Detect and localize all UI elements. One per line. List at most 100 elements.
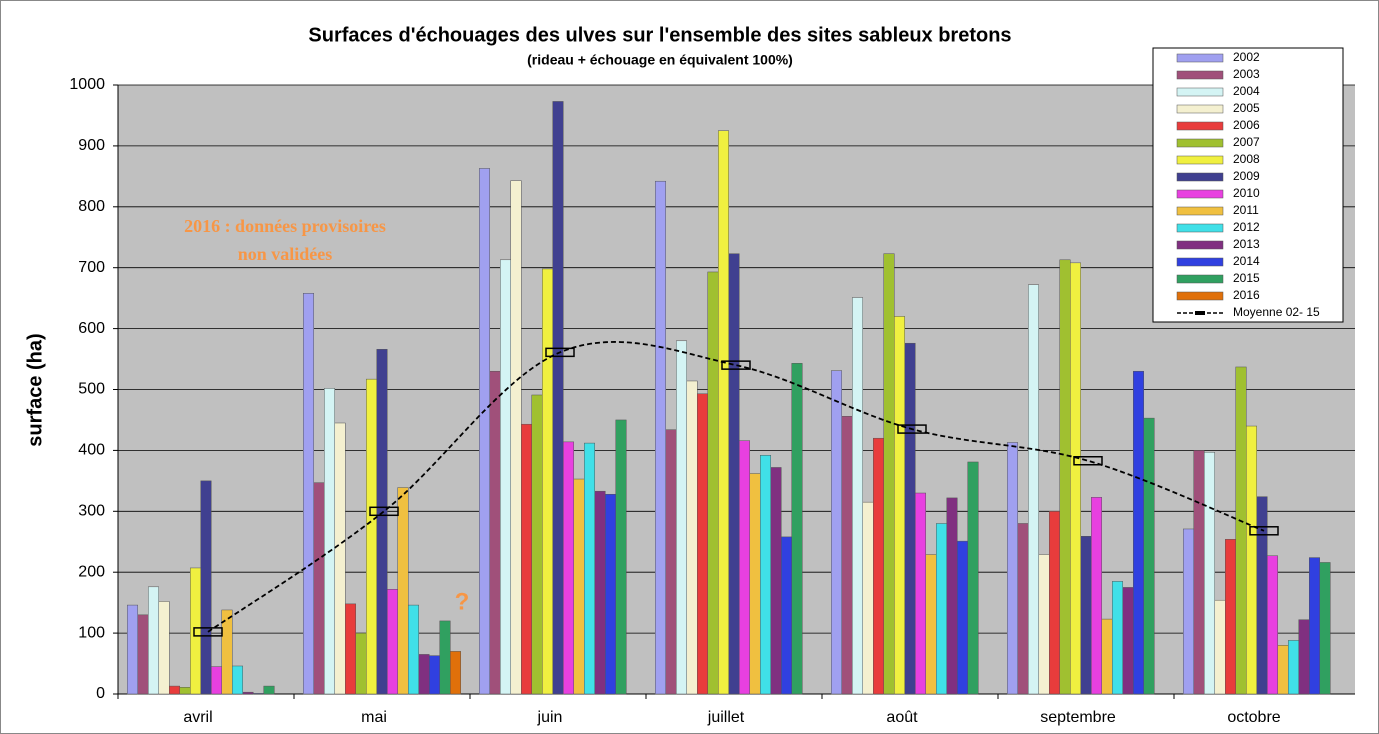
bar <box>936 523 947 695</box>
bar <box>253 693 264 695</box>
legend-label: 2002 <box>1233 50 1260 64</box>
y-tick-label: 300 <box>78 503 105 520</box>
legend-swatch <box>1176 189 1224 199</box>
x-tick-label: juillet <box>707 709 745 726</box>
chart-title: Surfaces d'échouages des ulves sur l'ens… <box>308 24 1011 46</box>
legend-swatch <box>1176 138 1224 148</box>
legend-swatch <box>1176 155 1224 165</box>
bar <box>1028 284 1039 695</box>
average-marker <box>545 347 575 358</box>
bar <box>676 340 687 695</box>
legend-marker <box>1195 311 1205 315</box>
chart-subtitle: (rideau + échouage en équivalent 100%) <box>527 52 793 68</box>
bar <box>397 487 409 695</box>
bar <box>894 316 905 695</box>
y-tick-label: 100 <box>78 624 105 641</box>
average-marker <box>369 506 399 517</box>
legend-swatch <box>1176 291 1224 301</box>
legend-label: Moyenne 02- 15 <box>1233 305 1320 319</box>
bar <box>1204 451 1215 695</box>
bar <box>655 180 666 695</box>
y-tick-label: 400 <box>78 442 105 459</box>
bar <box>852 297 863 695</box>
bar <box>158 601 170 695</box>
annotation: non validées <box>238 244 333 264</box>
bar <box>594 490 606 695</box>
bar <box>1017 523 1029 695</box>
legend-label: 2011 <box>1233 203 1259 217</box>
bar <box>615 419 627 695</box>
bar <box>831 370 842 695</box>
y-tick-label: 600 <box>78 320 105 337</box>
bar <box>1225 539 1236 695</box>
y-tick-label: 800 <box>78 198 105 215</box>
bar <box>429 655 440 695</box>
legend: 2002 2003 2004 2005 2006 2007 2008 2009 2010 2011… <box>1152 47 1344 323</box>
bar <box>1277 645 1289 695</box>
bar <box>957 540 968 695</box>
y-axis-label: surface (ha) <box>24 333 46 446</box>
bar <box>915 492 926 695</box>
bar <box>1193 450 1205 695</box>
bar <box>967 461 979 695</box>
bar <box>221 609 233 695</box>
x-tick-label: septembre <box>1040 709 1116 726</box>
legend-label: 2015 <box>1233 271 1260 285</box>
legend-swatch <box>1176 104 1224 114</box>
bar <box>127 604 138 695</box>
bar <box>190 567 201 695</box>
average-marker <box>1249 526 1279 536</box>
bar <box>232 665 243 695</box>
bar <box>179 687 191 695</box>
bar <box>531 394 543 695</box>
bar <box>387 589 398 695</box>
y-tick-label: 200 <box>78 563 105 580</box>
bar <box>1101 618 1113 695</box>
legend-label: 2009 <box>1233 169 1260 183</box>
bar <box>883 253 895 695</box>
bar <box>313 482 325 695</box>
x-tick-label: octobre <box>1227 709 1280 726</box>
average-marker <box>721 360 751 370</box>
bar <box>1133 370 1144 695</box>
bar <box>1091 497 1102 695</box>
bar <box>739 440 750 695</box>
bar <box>489 370 501 695</box>
bar <box>366 378 377 695</box>
bar <box>1112 581 1123 695</box>
legend-label: 2006 <box>1233 118 1260 132</box>
bar <box>1038 554 1050 695</box>
bar <box>418 654 430 695</box>
bar <box>573 478 585 695</box>
bar <box>1049 511 1060 695</box>
legend-label: 2013 <box>1233 237 1260 251</box>
legend-label: 2007 <box>1233 135 1260 149</box>
bar <box>749 473 761 695</box>
bar <box>345 603 356 695</box>
legend-label: 2016 <box>1233 288 1260 302</box>
bar <box>1288 640 1299 695</box>
bar <box>873 437 884 695</box>
average-marker <box>193 627 223 637</box>
bar <box>760 455 771 695</box>
legend-label: 2008 <box>1233 152 1260 166</box>
bar <box>376 349 388 695</box>
legend-swatch <box>1176 172 1224 182</box>
bar <box>148 586 159 695</box>
bar <box>521 423 532 695</box>
bar <box>542 268 553 695</box>
bar <box>605 493 616 695</box>
bar <box>728 253 740 695</box>
bar <box>946 497 958 695</box>
bar <box>408 604 419 695</box>
bar <box>1267 555 1278 695</box>
average-marker <box>1073 456 1103 466</box>
bar <box>1298 619 1310 695</box>
bar <box>1246 425 1257 695</box>
x-tick-label: juin <box>537 709 563 726</box>
average-marker <box>897 424 927 434</box>
legend-label: 2004 <box>1233 84 1260 98</box>
legend-swatch <box>1176 53 1224 63</box>
legend-swatch <box>1176 223 1224 233</box>
bar <box>1080 536 1092 695</box>
